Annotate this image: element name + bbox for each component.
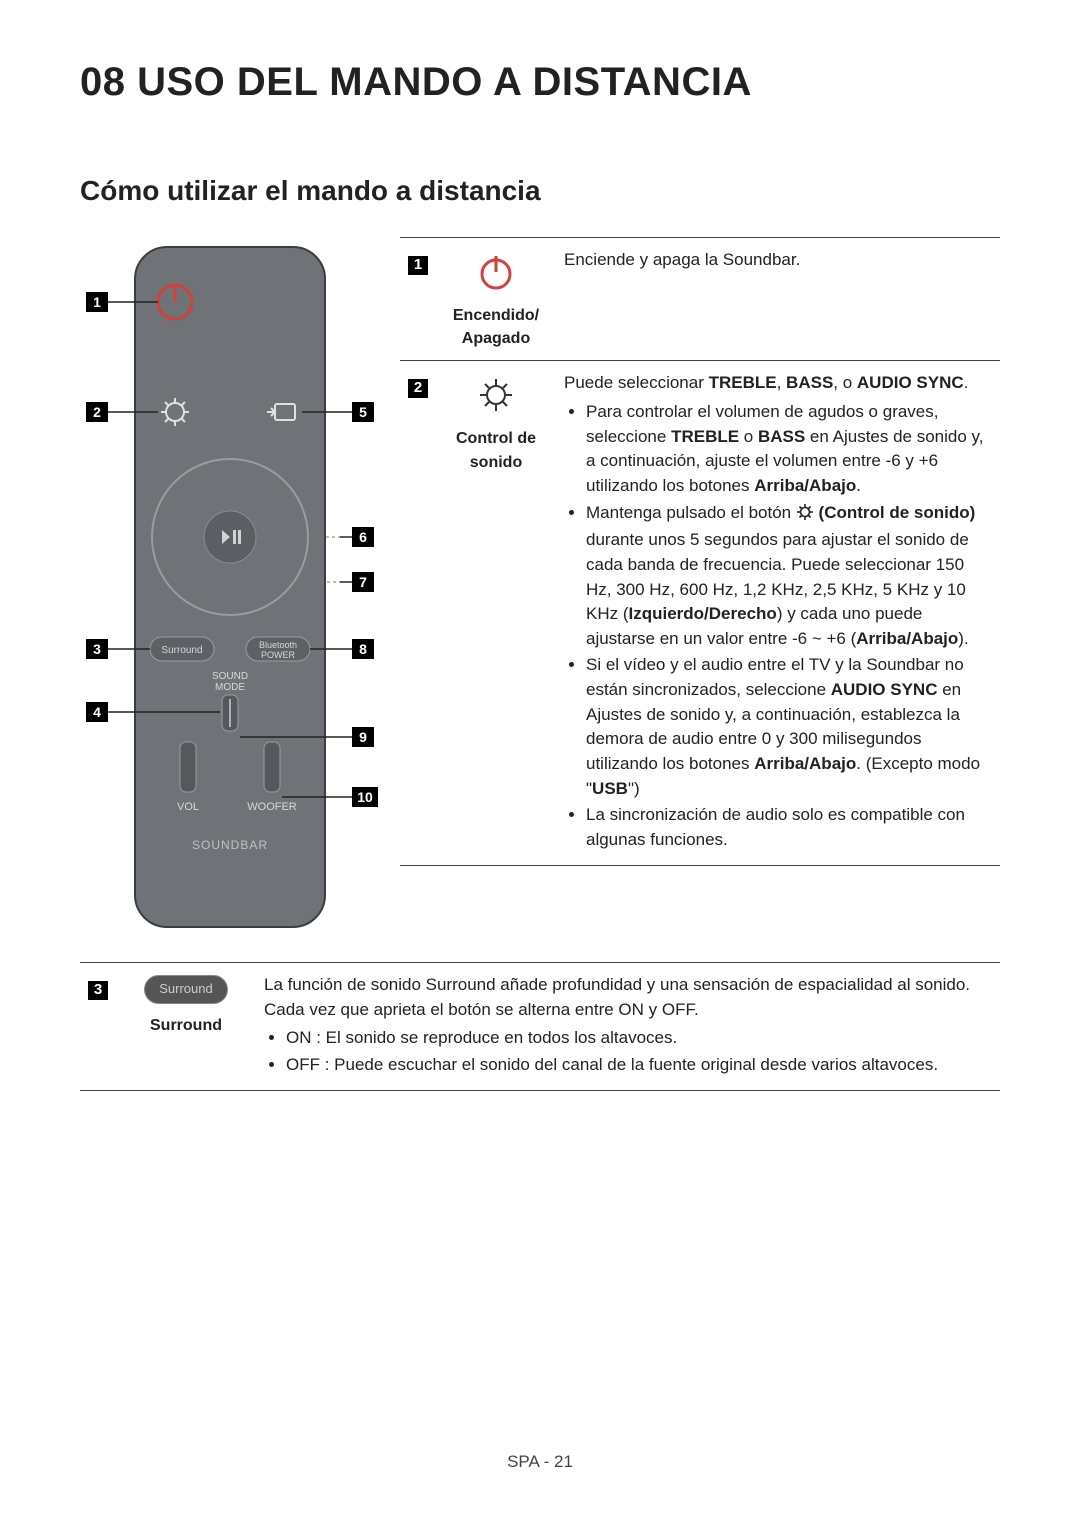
svg-text:MODE: MODE (215, 682, 245, 693)
page-footer: SPA - 21 (0, 1452, 1080, 1472)
svg-text:10: 10 (357, 789, 373, 805)
functions-table-continued: 3 Surround Surround La función de sonido… (80, 962, 1000, 1091)
svg-text:7: 7 (359, 574, 367, 590)
svg-text:6: 6 (359, 529, 367, 545)
remote-surround-label: Surround (161, 645, 202, 656)
svg-text:POWER: POWER (261, 650, 296, 660)
row-number-badge: 2 (408, 379, 428, 398)
svg-text:4: 4 (93, 704, 101, 720)
surround-button-graphic: Surround (144, 975, 227, 1004)
row-description: La función de sonido Surround añade prof… (256, 963, 1000, 1091)
svg-text:VOL: VOL (177, 801, 199, 813)
svg-text:2: 2 (93, 404, 101, 420)
svg-text:1: 1 (93, 294, 101, 310)
svg-text:WOOFER: WOOFER (247, 801, 297, 813)
svg-text:SOUND: SOUND (212, 671, 248, 682)
gear-icon (474, 373, 518, 417)
power-icon (474, 250, 518, 294)
svg-text:8: 8 (359, 641, 367, 657)
functions-table: 1 Encendido/Apagado Enciende y apaga la … (400, 237, 1000, 866)
row-icon-label: Surround (124, 1014, 248, 1037)
row-description: Enciende y apaga la Soundbar. (556, 238, 1000, 361)
row-number-badge: 3 (88, 981, 108, 1000)
table-row: 3 Surround Surround La función de sonido… (80, 963, 1000, 1091)
row-number-badge: 1 (408, 256, 428, 275)
svg-text:5: 5 (359, 404, 367, 420)
svg-text:Bluetooth: Bluetooth (259, 640, 297, 650)
row-icon-label: Control desonido (444, 427, 548, 473)
section-subheading: Cómo utilizar el mando a distancia (80, 175, 1000, 207)
table-row: 1 Encendido/Apagado Enciende y apaga la … (400, 238, 1000, 361)
page-heading: 08 USO DEL MANDO A DISTANCIA (80, 60, 1000, 105)
svg-text:3: 3 (93, 641, 101, 657)
svg-text:SOUNDBAR: SOUNDBAR (192, 838, 268, 852)
row-icon-label: Encendido/Apagado (444, 304, 548, 350)
table-row: 2 Control desonido Puede seleccionar TRE… (400, 361, 1000, 865)
remote-diagram: Surround Bluetooth POWER SOUND MODE VOL … (80, 237, 380, 962)
svg-text:9: 9 (359, 729, 367, 745)
row-description: Puede seleccionar TREBLE, BASS, o AUDIO … (556, 361, 1000, 865)
